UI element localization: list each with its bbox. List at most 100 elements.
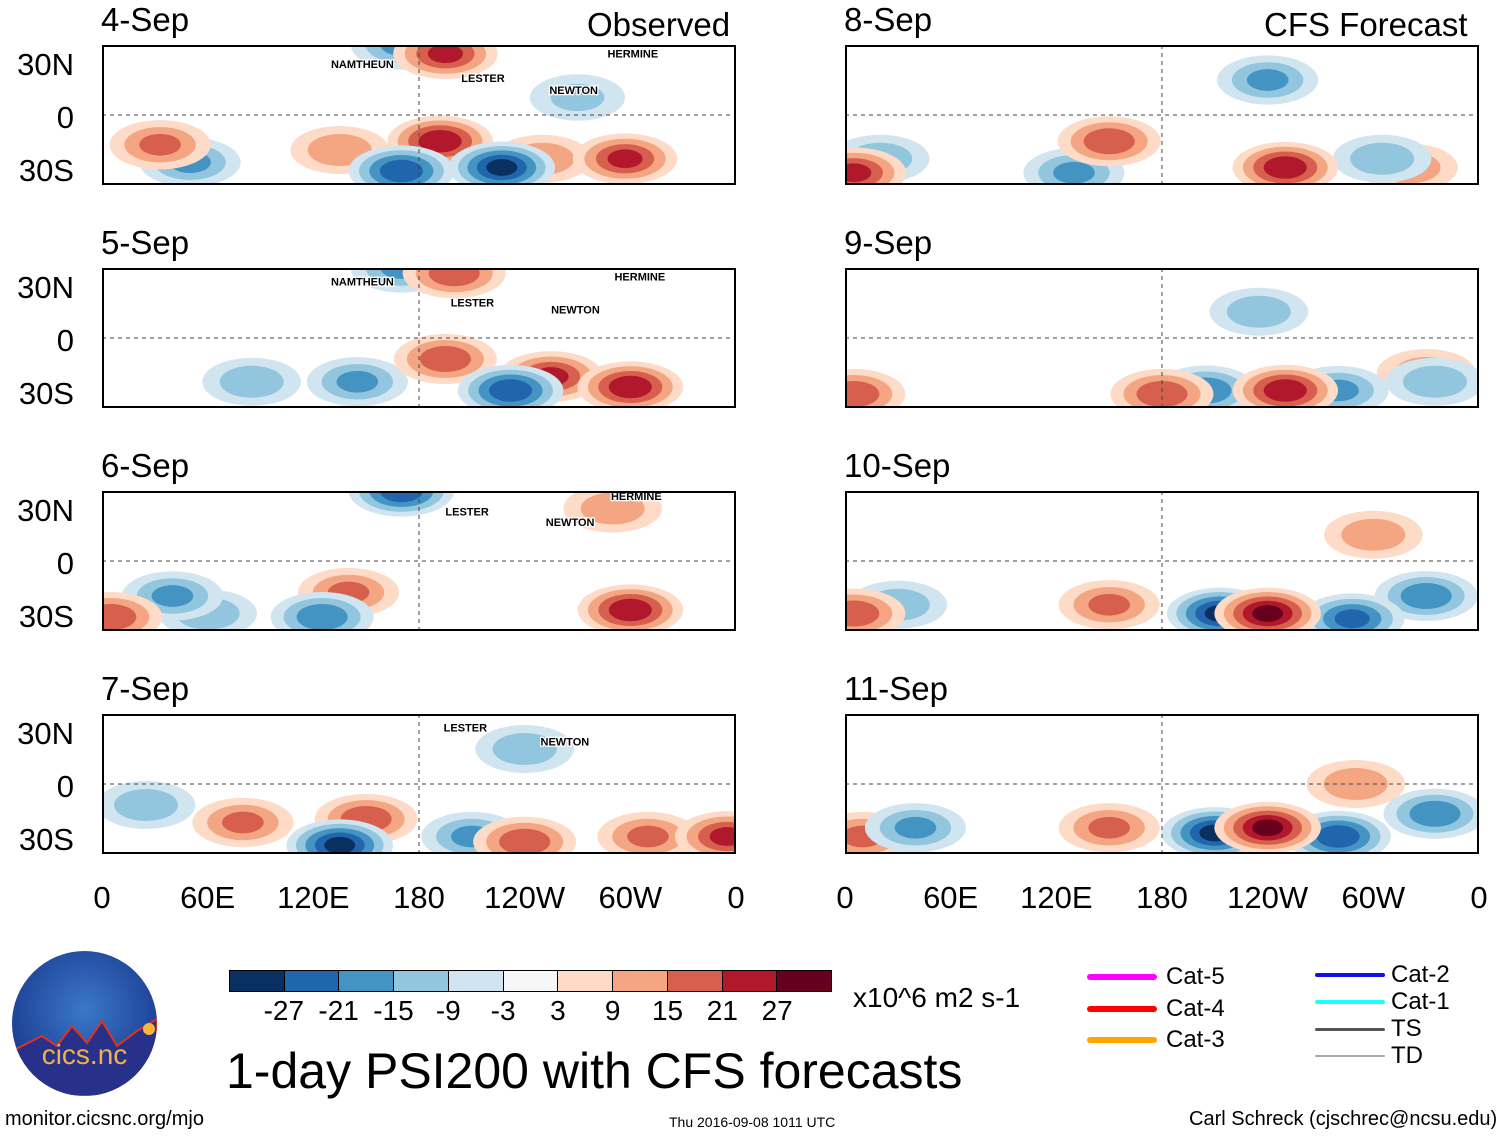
footer-url[interactable]: monitor.cicsnc.org/mjo <box>5 1108 204 1130</box>
anomaly-contour <box>1409 800 1461 827</box>
lon-label: 60E <box>180 880 236 915</box>
anomaly-contour <box>580 493 645 525</box>
storm-label: NEWTON <box>551 305 600 317</box>
anomaly-contour <box>1402 365 1467 398</box>
panel-date: 5-Sep <box>101 224 190 261</box>
colorbar-swatch <box>777 971 832 991</box>
anomaly-field <box>847 47 1477 183</box>
lon-label: 180 <box>1136 880 1188 915</box>
panel-date: 8-Sep <box>844 1 933 38</box>
anomaly-field: NAMTHEUN LESTER HERMINE NEWTON <box>104 270 734 406</box>
anomaly-contour <box>139 133 181 156</box>
storm-label: NEWTON <box>549 85 598 97</box>
lon-label: 180 <box>393 880 445 915</box>
anomaly-field <box>847 716 1477 852</box>
anomaly-contour <box>492 733 557 765</box>
lon-label: 0 <box>93 880 111 915</box>
colorbar-label: -21 <box>318 995 359 1026</box>
colorbar-swatch <box>613 971 668 991</box>
lon-label: 120E <box>277 880 350 915</box>
storm-label: HERMINE <box>607 48 658 60</box>
anomaly-contour <box>607 149 643 169</box>
cics-logo: cics.nc <box>12 951 157 1096</box>
panel-date: 11-Sep <box>844 670 948 707</box>
lon-label: 120E <box>1020 880 1093 915</box>
map-panel: LESTER HERMINE NEWTON <box>102 491 736 631</box>
colorbar-swatch <box>230 971 285 991</box>
mountain-icon <box>12 1017 157 1096</box>
anomaly-field <box>847 493 1477 629</box>
legend-line <box>1087 1037 1157 1043</box>
anomaly-contour <box>1263 379 1307 402</box>
anomaly-contour <box>627 825 669 848</box>
legend-label: Cat-5 <box>1166 963 1225 990</box>
storm-label: LESTER <box>444 723 487 735</box>
anomaly-contour <box>324 836 356 852</box>
legend-label: Cat-2 <box>1391 961 1450 988</box>
storm-label: HERMINE <box>611 493 662 503</box>
colorbar-label: -9 <box>435 995 461 1026</box>
storm-label: NAMTHEUN <box>331 277 394 289</box>
anomaly-contour <box>1400 583 1452 609</box>
legend-label: Cat-4 <box>1166 995 1225 1022</box>
anomaly-contour <box>499 828 551 852</box>
anomaly-contour <box>419 346 471 372</box>
colorbar-swatch <box>558 971 614 991</box>
logo-text: cics.nc <box>41 1039 128 1070</box>
lon-label: 60W <box>598 880 663 915</box>
anomaly-field: LESTER NEWTON <box>104 716 734 852</box>
anomaly-field <box>847 270 1477 406</box>
map-panel <box>845 45 1479 185</box>
map-panel: NAMTHEUN LESTER HERMINE NEWTON <box>102 268 736 408</box>
anomaly-contour <box>418 130 462 153</box>
anomaly-contour <box>1323 768 1388 800</box>
footer-credit: Carl Schreck (cjschrec@ncsu.edu) <box>1189 1108 1498 1130</box>
colorbar-units: x10^6 m2 s-1 <box>853 982 1021 1013</box>
map-panel: NAMTHEUN LESTER HERMINE NEWTON <box>102 45 736 185</box>
anomaly-contour <box>114 789 179 821</box>
lon-label: 120W <box>484 880 566 915</box>
lat-label: 0 <box>56 546 74 581</box>
anomaly-contour <box>488 379 533 402</box>
map-panel <box>845 268 1479 408</box>
anomaly-contour <box>1053 161 1095 183</box>
colorbar-label: -15 <box>373 995 414 1026</box>
legend-label: Cat-3 <box>1166 1026 1225 1053</box>
anomaly-contour <box>1263 156 1307 179</box>
colorbar-swatch <box>503 971 559 991</box>
anomaly-contour <box>307 134 372 166</box>
legend-line <box>1087 1006 1157 1012</box>
lat-label: 30S <box>18 599 74 634</box>
lon-label: 60W <box>1341 880 1406 915</box>
storm-label: NEWTON <box>541 737 590 749</box>
lat-label: 30N <box>17 716 74 751</box>
legend-line <box>1087 974 1157 980</box>
anomaly-contour <box>380 493 423 503</box>
lat-label: 30N <box>17 493 74 528</box>
storm-label: HERMINE <box>614 271 665 283</box>
colorbar-label: 3 <box>550 995 566 1026</box>
lon-label: 60E <box>923 880 979 915</box>
panel-date: 4-Sep <box>101 1 190 38</box>
anomaly-contour <box>151 585 194 607</box>
panel-date: 6-Sep <box>101 447 190 484</box>
lat-label: 30N <box>17 270 74 305</box>
lat-label: 0 <box>56 100 74 135</box>
anomaly-contour <box>379 159 423 183</box>
lon-label: 120W <box>1227 880 1309 915</box>
legend-label: TD <box>1391 1042 1423 1069</box>
anomaly-contour <box>894 816 937 839</box>
anomaly-contour <box>1136 381 1188 406</box>
anomaly-contour <box>1246 69 1289 91</box>
colorbar-label: 27 <box>761 995 793 1026</box>
anomaly-field: LESTER HERMINE NEWTON <box>104 493 734 629</box>
anomaly-contour <box>1083 128 1135 155</box>
anomaly-contour <box>486 159 518 176</box>
lat-label: 30S <box>18 376 74 411</box>
lon-label: 0 <box>1470 880 1488 915</box>
anomaly-contour <box>550 83 605 112</box>
colorbar-label: 15 <box>651 995 684 1026</box>
anomaly-contour <box>1088 593 1131 616</box>
storm-label: NAMTHEUN <box>331 59 394 71</box>
